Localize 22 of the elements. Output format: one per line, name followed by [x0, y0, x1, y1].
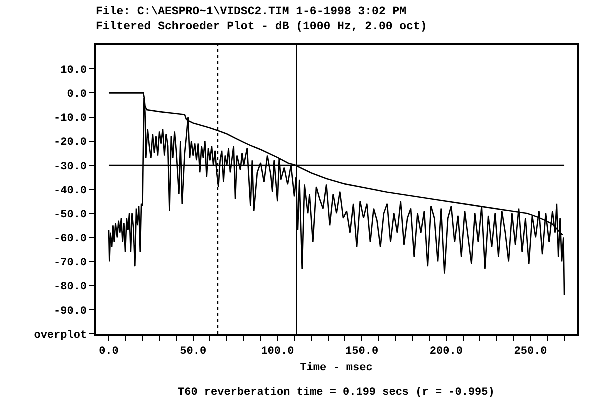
chart-title: File: C:\AESPRO~1\VIDSC2.TIM 1-6-1998 3:02 PM: [96, 6, 407, 19]
y-tick-label: 0.0: [67, 89, 88, 102]
y-tick-label: -60.0: [54, 234, 88, 246]
y-tick-label: -50.0: [54, 209, 88, 222]
text: T60 reverberation time = 0.199 secs (r = -0.995): [178, 387, 495, 399]
x-tick-label: 250.0: [514, 346, 548, 358]
y-tick-label: -70.0: [54, 258, 88, 270]
y-tick-label: overplot: [34, 330, 88, 342]
y-tick-label: 10.0: [60, 64, 88, 77]
y-tick-label: -30.0: [54, 161, 88, 174]
chart-subtitle: Filtered Schroeder Plot - dB (1000 Hz, 2.00 oct): [96, 20, 428, 34]
y-tick-label: -10.0: [54, 113, 88, 126]
y-tick-label: -40.0: [54, 185, 88, 198]
y-tick-label: -90.0: [54, 306, 88, 318]
x-tick-label: 200.0: [430, 346, 463, 358]
y-tick-label: -20.0: [54, 137, 88, 150]
x-tick-label: 150.0: [346, 346, 379, 358]
y-tick-label: -80.0: [54, 282, 88, 294]
x-tick-label: 0.0: [99, 346, 119, 358]
x-axis-title: Time - msec: [300, 362, 373, 375]
x-tick-label: 50.0: [180, 346, 207, 358]
x-tick-label: 100.0: [261, 346, 294, 358]
